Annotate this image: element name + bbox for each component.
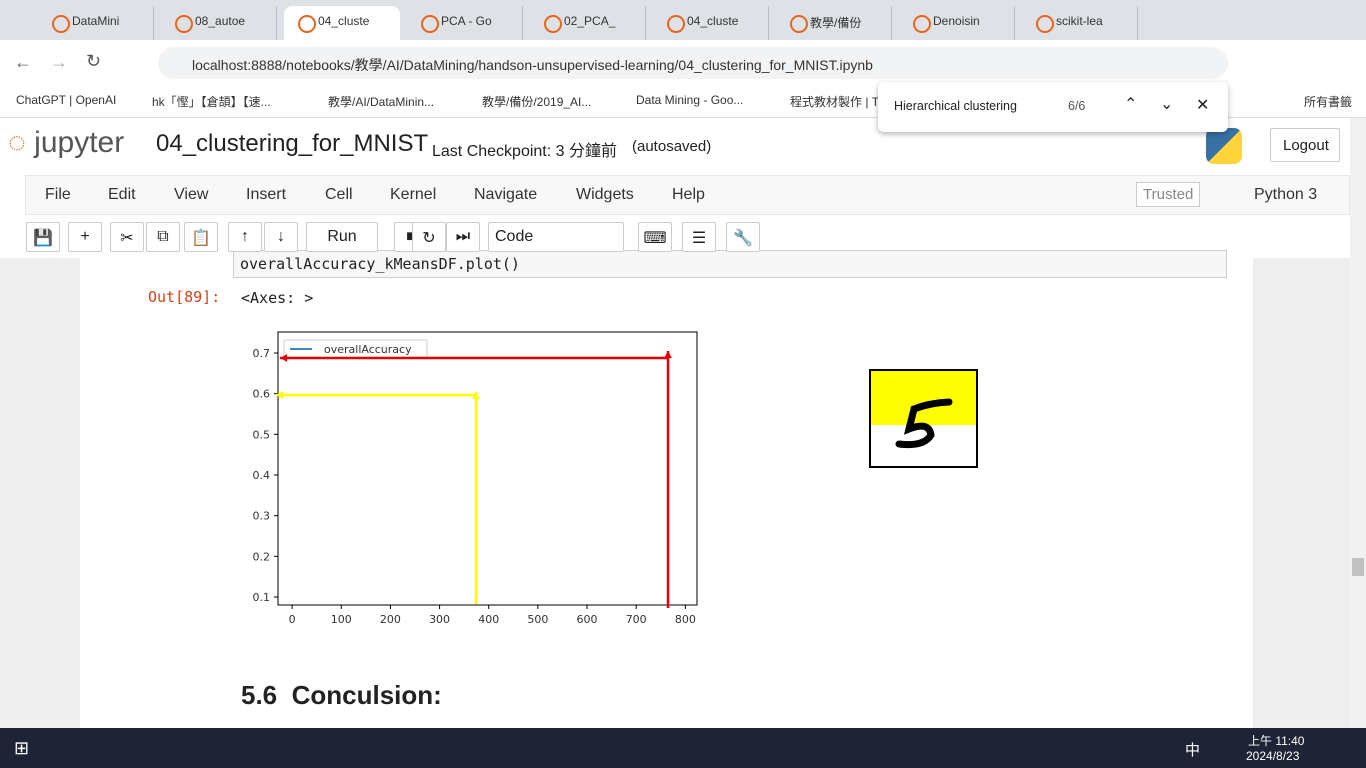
trusted[interactable]: Trusted	[1136, 182, 1201, 207]
code-cell[interactable]: overallAccuracy_kMeansDF.plot()	[233, 250, 1227, 278]
all-bookmarks[interactable]: 所有書籤	[1304, 95, 1353, 109]
toolbar-button[interactable]: ↑	[228, 222, 262, 252]
tab[interactable]: 08_autoe	[161, 6, 277, 40]
find-count: 6/6	[1068, 99, 1086, 113]
x-tick-label: 400	[478, 613, 499, 626]
output-text: <Axes: >	[241, 289, 314, 307]
toolbar-button[interactable]: ↻	[412, 222, 446, 252]
kernel-name: Python 3	[1254, 186, 1318, 203]
tab[interactable]: Denoisin	[899, 6, 1015, 40]
toolbar-button[interactable]: ☰	[682, 222, 716, 252]
y-tick-label: 0.4	[253, 469, 271, 482]
find-prev[interactable]: ⌃	[1124, 96, 1138, 113]
menu-item[interactable]: Navigate	[474, 186, 538, 203]
x-tick-label: 600	[577, 613, 598, 626]
x-tick-label: 200	[380, 613, 401, 626]
menu-item[interactable]: Edit	[108, 186, 136, 203]
url-bar[interactable]: localhost:8888/notebooks/教學/AI/DataMinin…	[158, 47, 1228, 79]
toolbar-button[interactable]: +	[68, 222, 102, 252]
arrow-head	[280, 354, 288, 362]
toolbar-button[interactable]: 🔧	[726, 222, 760, 252]
run-button[interactable]: Run	[306, 222, 378, 252]
toolbar-button[interactable]: ⌨	[638, 222, 672, 252]
logo[interactable]: ◌ jupyter	[8, 126, 125, 159]
menu-item[interactable]: File	[45, 186, 71, 203]
menu-item[interactable]: Kernel	[390, 186, 437, 203]
bookmark[interactable]: Data Mining - Goo...	[636, 93, 744, 107]
tab[interactable]: 教學/備份	[776, 6, 892, 40]
tab[interactable]: DataMini	[38, 6, 154, 40]
menu-item[interactable]: Widgets	[576, 186, 634, 203]
find-bar: Hierarchical clustering 6/6 ⌃ ⌄ ✕	[878, 82, 1228, 132]
legend-label: overallAccuracy	[324, 343, 412, 356]
tab[interactable]: 02_PCA_	[530, 6, 646, 40]
checkpoint: Last Checkpoint: 3 分鐘前	[432, 143, 617, 160]
toolbar-button[interactable]: ↓	[264, 222, 298, 252]
x-tick-label: 300	[429, 613, 450, 626]
cell-type-select[interactable]: Code	[488, 222, 624, 252]
clock-time[interactable]: 上午 11:40	[1248, 734, 1305, 748]
find-next[interactable]: ⌄	[1160, 96, 1174, 113]
x-tick-label: 500	[527, 613, 548, 626]
bookmark[interactable]: 教學/AI/DataMinin...	[328, 95, 435, 109]
tab-bar: DataMini 08_autoe 04_cluste PCA - Go 02_PCA_…	[0, 0, 1366, 40]
chart: 0 100 200 300 400 500 600 700 800 0.1 0.2 0.3 0.4 0.5…	[253, 331, 698, 626]
bookmark[interactable]: 程式教材製作 | T	[790, 95, 880, 109]
x-tick-label: 800	[675, 613, 696, 626]
tab[interactable]: PCA - Go	[407, 6, 523, 40]
scrollbar[interactable]	[1350, 118, 1366, 728]
logo-text: jupyter	[34, 126, 125, 159]
arrow-head	[276, 391, 284, 399]
tab[interactable]: scikit-lea	[1022, 6, 1138, 40]
ime[interactable]: 中	[1185, 742, 1201, 759]
heading: 5.6 Conculsion:	[241, 680, 442, 710]
logout-button[interactable]: Logout	[1270, 128, 1340, 162]
bookmark[interactable]: 教學/備份/2019_AI...	[482, 95, 592, 109]
autosave: (autosaved)	[632, 138, 712, 155]
find-close[interactable]: ✕	[1196, 97, 1210, 114]
toolbar-button[interactable]: 💾	[26, 222, 60, 252]
jupyter-header: ◌ jupyter 04_clustering_for_MNIST Last C…	[0, 118, 1350, 258]
forward[interactable]: →	[50, 52, 68, 72]
toolbar-button[interactable]: ✂	[110, 222, 144, 252]
bookmark[interactable]: hk「慳」【倉頡】【速...	[152, 95, 271, 109]
toolbar-button[interactable]: ⏭	[446, 222, 480, 252]
digit-image	[869, 369, 978, 468]
tab[interactable]: 04_cluste	[653, 6, 769, 40]
menu-item[interactable]: View	[174, 186, 209, 203]
notebook-name[interactable]: 04_clustering_for_MNIST	[156, 130, 429, 157]
find-query[interactable]: Hierarchical clustering	[894, 99, 1017, 113]
tab[interactable]: 04_cluste	[284, 6, 400, 40]
y-tick-label: 0.3	[253, 510, 271, 523]
x-tick-label: 700	[626, 613, 647, 626]
bookmark[interactable]: ChatGPT | OpenAI	[16, 93, 117, 107]
menubar	[25, 175, 1350, 215]
x-tick-label: 100	[331, 613, 352, 626]
y-tick-label: 0.7	[253, 347, 271, 360]
arrow-head	[664, 351, 672, 359]
reload[interactable]: ↻	[86, 51, 102, 71]
y-tick-label: 0.5	[253, 428, 271, 441]
clock-date[interactable]: 2024/8/23	[1246, 749, 1300, 763]
python-logo	[1206, 128, 1242, 164]
y-tick-label: 0.6	[253, 388, 271, 401]
toolbar-button[interactable]: 📋	[184, 222, 218, 252]
y-tick-label: 0.1	[253, 591, 271, 604]
out-prompt: Out[89]:	[148, 288, 221, 306]
menu-item[interactable]: Help	[672, 186, 705, 203]
taskbar: ⊞ 中 上午 11:40 2024/8/23	[0, 728, 1366, 768]
start[interactable]: ⊞	[14, 738, 30, 758]
x-tick-label: 0	[289, 613, 296, 626]
y-tick-label: 0.2	[253, 550, 271, 563]
toolbar-button[interactable]: ⧉	[146, 222, 180, 252]
menu-item[interactable]: Cell	[325, 186, 353, 203]
back[interactable]: ←	[14, 52, 32, 72]
axes-frame	[277, 331, 698, 606]
menu-item[interactable]: Insert	[246, 186, 287, 203]
